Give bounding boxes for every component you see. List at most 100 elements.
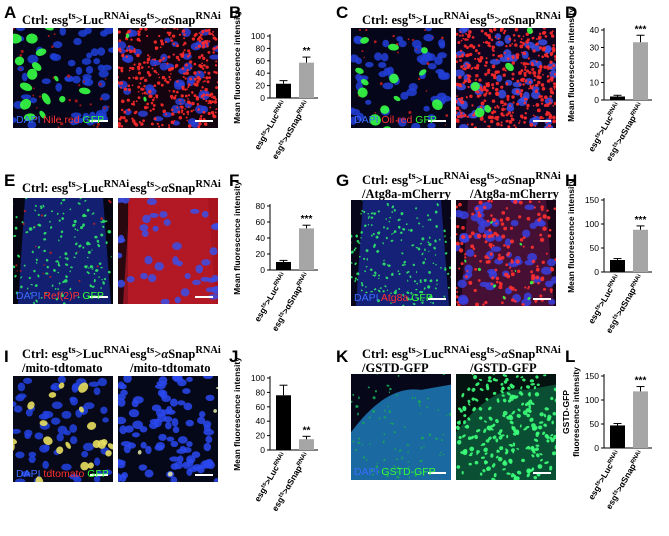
micrograph-g-exp	[456, 200, 556, 306]
micrograph-c-ctrl: DAPI Oil red GFP	[351, 28, 451, 128]
bar	[276, 395, 291, 450]
y-tick-label: 40	[256, 68, 266, 78]
panel-letter-b: B	[229, 3, 242, 22]
scale-bar	[533, 298, 551, 300]
panel-letter-g: G	[336, 171, 350, 190]
bar	[610, 260, 625, 272]
stain-label: DAPI Ref(2)P GFP	[16, 289, 104, 302]
micrograph-a-exp	[118, 28, 218, 128]
y-tick-label: 0	[260, 445, 265, 455]
scale-bar	[428, 120, 446, 122]
bar	[299, 228, 314, 270]
y-axis-label: fluorescence intensity	[571, 367, 581, 457]
micrograph-i-ctrl: DAPI tdtomato GFP	[13, 376, 113, 482]
y-tick-label: 20	[590, 60, 600, 70]
y-tick-label: 20	[256, 81, 266, 91]
chart-l: GSTD-GFP fluorescence intensity 0 50 100 150 e…	[561, 362, 666, 512]
panel-letter-k: K	[336, 347, 349, 366]
bar	[299, 439, 314, 450]
micrograph-e-exp	[118, 198, 218, 304]
significance-label: **	[303, 46, 311, 57]
y-tick-label: 100	[251, 373, 265, 383]
bar	[633, 229, 648, 272]
scale-bar	[195, 120, 213, 122]
significance-label: **	[303, 425, 311, 436]
title-exp-e: esgts>αSnapRNAi	[130, 179, 221, 196]
panel-letter-i: I	[4, 347, 9, 366]
y-tick-label: 40	[256, 416, 266, 426]
y-tick-label: 40	[590, 25, 600, 35]
y-axis-label: Mean fluorescence intensity	[566, 179, 576, 293]
y-tick-label: 20	[256, 431, 266, 441]
chart-f: Mean fluorescence intensity 0 20 40 60 80 esgt…	[232, 181, 330, 333]
scale-bar	[533, 472, 551, 474]
stain-label: DAPI Oil red GFP	[354, 113, 437, 126]
title-ctrl-c: Ctrl: esgts>LucRNAi	[362, 11, 470, 28]
panel-letter-d: D	[565, 3, 578, 22]
bar	[299, 62, 314, 98]
title-ctrl-a: Ctrl: esgts>LucRNAi	[22, 11, 130, 28]
y-tick-label: 60	[256, 402, 266, 412]
y-tick-label: 0	[260, 265, 265, 275]
y-tick-label: 0	[260, 93, 265, 103]
scale-bar	[533, 120, 551, 122]
stain-label: DAPI Nile red GFP	[16, 113, 105, 126]
scale-bar	[428, 472, 446, 474]
stain-label: DAPI tdtomato GFP	[16, 467, 109, 480]
bar	[610, 425, 625, 448]
y-tick-label: 80	[256, 387, 266, 397]
significance-label: ***	[635, 376, 647, 387]
y-tick-label: 150	[585, 195, 599, 205]
title-exp-c: esgts>αSnapRNAi	[470, 11, 561, 28]
y-tick-label: 0	[594, 443, 599, 453]
chart-h: Mean fluorescence intensity 0 50 100 150 esgt…	[566, 179, 666, 335]
scale-bar	[90, 120, 108, 122]
panel-letter-j: J	[229, 347, 239, 366]
bar	[633, 42, 648, 100]
y-tick-label: 80	[256, 43, 266, 53]
title-exp-g: esgts>αSnapRNAi/Atg8a-mCherry	[470, 171, 561, 202]
y-tick-label: 60	[256, 56, 266, 66]
title-exp-i: esgts>αSnapRNAi/mito-tdtomato	[130, 345, 221, 376]
micrograph-i-exp	[118, 376, 218, 482]
bar	[276, 83, 291, 98]
title-ctrl-k: Ctrl: esgts>LucRNAi/GSTD-GFP	[362, 345, 470, 376]
title-exp-k: esgts>αSnapRNAi/GSTD-GFP	[470, 345, 561, 376]
bar	[276, 262, 291, 270]
panel-letter-c: C	[336, 3, 349, 22]
micrograph-k-ctrl: DAPI GSTD-GFP	[351, 374, 451, 480]
bar	[633, 391, 648, 448]
y-tick-label: 50	[590, 419, 600, 429]
title-ctrl-g: Ctrl: esgts>LucRNAi/Atg8a-mCherry	[362, 171, 470, 202]
y-tick-label: 0	[594, 95, 599, 105]
title-exp-a: esgts>αSnapRNAi	[130, 11, 221, 28]
chart-j: Mean fluorescence intensity 0 20 40 60 80 100 e…	[232, 357, 330, 516]
significance-label: ***	[635, 24, 647, 35]
panel-letter-a: A	[4, 3, 17, 22]
panel-letter-l: L	[565, 347, 576, 366]
panel-letter-e: E	[4, 171, 16, 190]
micrograph-k-exp	[456, 374, 556, 480]
y-tick-label: 60	[256, 217, 266, 227]
y-tick-label: 100	[585, 219, 599, 229]
y-tick-label: 80	[256, 201, 266, 211]
y-tick-label: 100	[251, 31, 265, 41]
y-tick-label: 40	[256, 233, 266, 243]
significance-label: ***	[301, 214, 313, 225]
panel-letter-f: F	[229, 171, 240, 190]
scale-bar	[90, 474, 108, 476]
title-ctrl-i: Ctrl: esgts>LucRNAi/mito-tdtomato	[22, 345, 130, 376]
panel-letter-h: H	[565, 171, 578, 190]
y-tick-label: 10	[590, 78, 600, 88]
micrograph-c-exp	[456, 28, 556, 128]
stain-label: DAPI Atg8a GFP	[354, 291, 433, 304]
significance-label: ***	[635, 215, 647, 226]
y-axis-label: GSTD-GFP	[561, 390, 571, 434]
y-tick-label: 100	[585, 395, 599, 405]
micrograph-g-ctrl: DAPI Atg8a GFP	[351, 200, 451, 306]
chart-b: Mean fluorescence intensity 0 20 40 60 80 100 e…	[232, 10, 330, 161]
stain-label: DAPI GSTD-GFP	[354, 465, 436, 478]
scale-bar	[428, 298, 446, 300]
scale-bar	[195, 474, 213, 476]
y-axis-label: Mean fluorescence intensity	[232, 181, 242, 295]
